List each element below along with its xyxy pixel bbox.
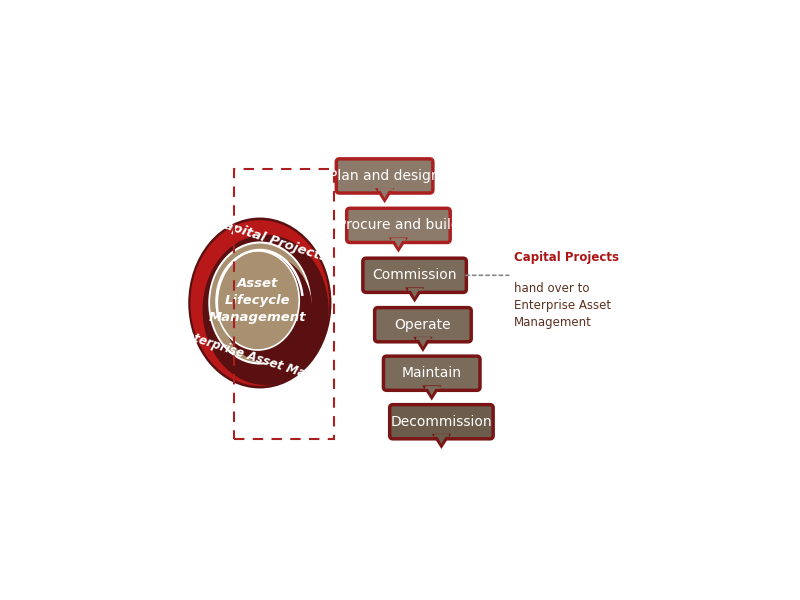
Text: Operate: Operate	[394, 318, 451, 332]
FancyBboxPatch shape	[390, 404, 493, 439]
Polygon shape	[435, 436, 448, 446]
Text: hand over to
Enterprise Asset
Management: hand over to Enterprise Asset Management	[514, 282, 611, 329]
Ellipse shape	[208, 241, 311, 365]
Polygon shape	[379, 189, 390, 198]
Polygon shape	[426, 387, 438, 397]
FancyBboxPatch shape	[374, 308, 471, 342]
Text: Asset
Lifecycle
Management: Asset Lifecycle Management	[209, 277, 306, 324]
Polygon shape	[418, 338, 428, 347]
Text: Maintain: Maintain	[402, 366, 462, 380]
Ellipse shape	[190, 220, 330, 386]
Text: Commission: Commission	[372, 268, 457, 282]
Bar	[234, 169, 334, 439]
Polygon shape	[408, 289, 421, 299]
Ellipse shape	[202, 235, 329, 385]
Polygon shape	[392, 239, 405, 250]
FancyBboxPatch shape	[336, 159, 433, 193]
Polygon shape	[378, 190, 391, 200]
Text: Procure and build: Procure and build	[338, 218, 459, 232]
Ellipse shape	[222, 255, 312, 363]
Text: Decommission: Decommission	[390, 415, 492, 429]
Polygon shape	[417, 338, 430, 349]
Text: Capital Projects: Capital Projects	[214, 215, 330, 265]
FancyBboxPatch shape	[346, 208, 450, 242]
Text: Plan and design: Plan and design	[330, 169, 440, 183]
Ellipse shape	[216, 251, 299, 350]
Polygon shape	[426, 386, 437, 395]
Ellipse shape	[210, 244, 310, 362]
Ellipse shape	[188, 218, 331, 388]
Text: Enterprise Asset Management: Enterprise Asset Management	[177, 327, 371, 401]
Polygon shape	[436, 434, 446, 444]
Polygon shape	[394, 238, 403, 248]
FancyBboxPatch shape	[363, 258, 466, 292]
Text: Capital Projects: Capital Projects	[514, 251, 619, 264]
FancyBboxPatch shape	[383, 356, 480, 391]
Polygon shape	[410, 288, 420, 298]
